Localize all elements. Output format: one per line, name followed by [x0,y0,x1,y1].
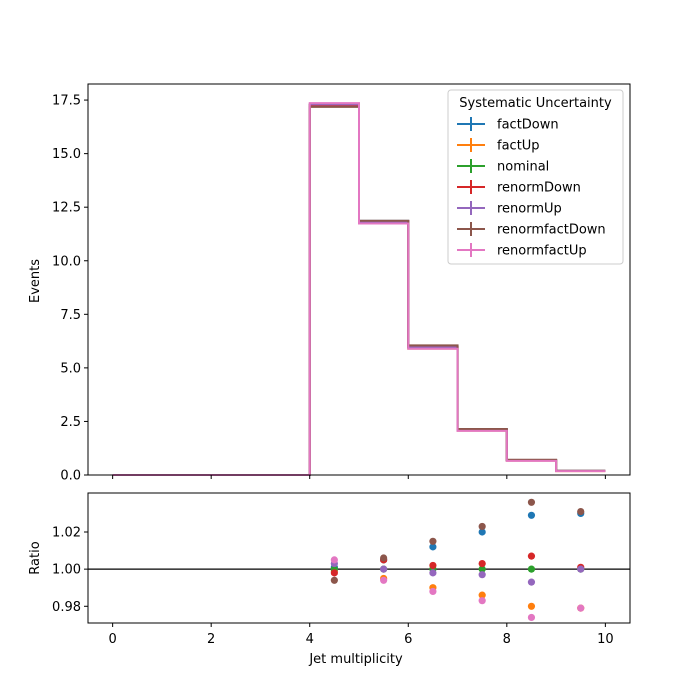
main-y-tick-label: 5.0 [60,361,81,376]
ratio-panel: 0.98 1.00 1.02 0 2 4 6 8 10 Ratio Jet multiplic… [28,492,631,667]
legend: Systematic Uncertainty factDown factUp nom… [447,89,624,265]
ratio-point-renormfactDown [330,576,338,584]
ratio-point-renormfactUp [330,556,338,564]
main-y-tick-label: 10.0 [52,254,81,269]
ratio-point-renormfactDown [577,507,585,516]
ratio-point-renormDown [330,569,338,577]
ratio-point-renormfactDown [478,522,486,531]
ratio-point-factUp [478,591,486,599]
ratio-point-renormUp [527,578,536,586]
x-tick-label: 2 [207,632,215,647]
x-tick-label: 10 [597,632,614,647]
main-y-tick-label: 17.5 [52,94,81,109]
x-tick-label: 4 [306,632,314,647]
ratio-point-renormfactUp [577,604,585,612]
main-y-tick-label: 2.5 [60,415,81,430]
ratio-point-renormUp [380,565,388,573]
ratio-point-nominal [527,565,536,573]
x-tick-label: 8 [503,632,511,647]
ratio-y-tick-label: 0.98 [52,600,81,615]
ratio-y-tick-label: 1.00 [52,563,81,578]
ratio-point-factUp [527,602,536,610]
ratio-point-renormfactDown [429,537,437,545]
legend-label-renormfactUp: renormfactUp [497,244,587,259]
ratio-point-factDown [527,511,536,519]
ratio-point-nominal [478,565,486,573]
legend-label-renormUp: renormUp [497,202,562,217]
main-y-tick-label: 7.5 [60,308,81,323]
ratio-y-tick-label: 1.02 [52,526,81,541]
ratio-point-renormfactUp [527,613,536,622]
ratio-point-renormDown [527,552,536,560]
legend-label-factUp: factUp [497,139,540,154]
legend-label-nominal: nominal [497,160,549,175]
ratio-point-factDown [478,528,486,536]
main-y-tick-label: 12.5 [52,201,81,216]
main-panel: 0.0 2.5 5.0 7.5 10.0 12.5 15.0 17.5 Events Syst… [28,83,631,484]
legend-label-renormDown: renormDown [497,181,581,196]
ratio-axes-frame [87,492,631,624]
x-tick-label: 6 [404,632,412,647]
ratio-point-renormUp [429,569,437,577]
legend-title: Systematic Uncertainty [459,96,612,111]
ratio-point-factDown [429,543,437,551]
ratio-point-renormfactUp [380,576,388,584]
legend-label-renormfactDown: renormfactDown [497,223,606,238]
ratio-point-renormfactDown [527,498,536,506]
ratio-point-renormfactDown [380,554,388,562]
x-axis-title: Jet multiplicity [308,652,403,667]
ratio-point-renormUp [478,571,486,579]
ratio-point-renormDown [478,559,486,568]
ratio-point-renormDown [429,561,437,570]
legend-box [447,89,624,265]
legend-label-factDown: factDown [497,118,559,133]
ratio-point-renormfactUp [478,597,486,605]
ratio-point-renormfactUp [429,587,437,596]
ratio-point-renormUp [577,565,585,573]
ratio-y-axis-title: Ratio [28,541,43,574]
x-tick-label: 0 [108,632,116,647]
main-y-tick-label: 15.0 [52,147,81,162]
main-axes-frame [87,83,631,476]
main-y-tick-label: 0.0 [60,469,81,484]
main-y-axis-title: Events [28,259,43,303]
